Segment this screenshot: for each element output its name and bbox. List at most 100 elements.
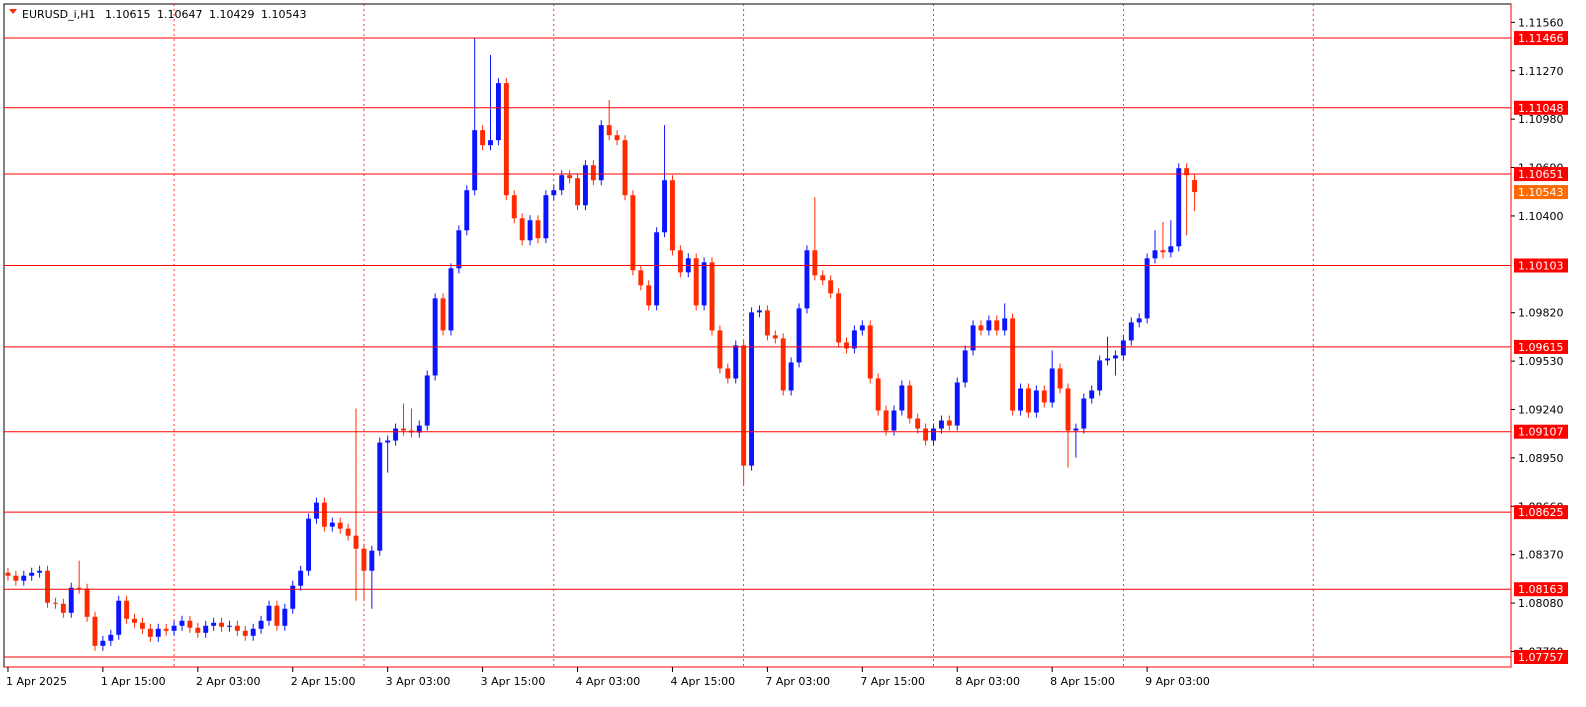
candle-body <box>828 280 834 294</box>
level-label: 1.11048 <box>1518 102 1564 115</box>
candle-body <box>480 130 486 146</box>
candle-body <box>1065 388 1071 431</box>
candle-body <box>511 195 517 219</box>
x-tick-label: 7 Apr 03:00 <box>765 675 830 688</box>
candle-body <box>84 588 90 617</box>
open: 1.10615 <box>105 8 151 21</box>
level-label-bg <box>1514 31 1568 46</box>
y-tick-label: 1.09530 <box>1518 355 1564 368</box>
candle-body <box>440 298 446 331</box>
candle-body <box>614 135 620 141</box>
candle-body <box>1113 355 1118 359</box>
candle-body <box>646 285 652 306</box>
x-tick-label: 7 Apr 15:00 <box>860 675 925 688</box>
candle-body <box>139 622 145 629</box>
candle-body <box>891 410 897 431</box>
candle-body <box>1144 258 1150 319</box>
candle-body <box>274 605 280 626</box>
candle-body <box>867 325 873 379</box>
candle-body <box>416 425 422 433</box>
candle-body <box>970 325 976 351</box>
y-tick-label: 1.09240 <box>1518 404 1564 417</box>
candle-body <box>29 572 35 576</box>
candle-body <box>994 320 1000 331</box>
candle-body <box>329 522 335 527</box>
candle-body <box>488 140 493 146</box>
level-label-bg <box>1514 258 1568 273</box>
candle-body <box>1176 168 1182 247</box>
candle-body <box>242 630 248 636</box>
candle-body <box>424 375 430 426</box>
level-label: 1.08163 <box>1518 583 1564 596</box>
candle-body <box>590 165 596 181</box>
level-label-bg <box>1514 339 1568 354</box>
candle-body <box>321 502 327 527</box>
candle-body <box>1168 246 1174 253</box>
level-label-bg <box>1514 167 1568 182</box>
candle-body <box>749 312 755 466</box>
header: EURUSD_i,H1 1.10615 1.10647 1.10429 1.10… <box>22 8 306 21</box>
candle-body <box>1041 390 1047 403</box>
candle-body <box>788 362 794 391</box>
candle-body <box>915 418 921 429</box>
level-label-bg <box>1514 649 1568 664</box>
candle-body <box>1033 390 1039 413</box>
symbol-arrow[interactable] <box>9 9 17 14</box>
candle-body <box>677 250 683 273</box>
candle-body <box>266 605 272 621</box>
candle-body <box>132 618 137 623</box>
low: 1.10429 <box>209 8 255 21</box>
level-label: 1.08625 <box>1518 506 1564 519</box>
candle-body <box>717 330 723 369</box>
candle-body <box>551 190 557 196</box>
candle-body <box>938 420 944 429</box>
y-tick-label: 1.10400 <box>1518 210 1564 223</box>
candle-body <box>907 385 913 419</box>
candle-body <box>1128 322 1134 341</box>
candle-body <box>503 83 509 196</box>
candle-body <box>582 165 588 206</box>
candle-body <box>1025 388 1031 413</box>
candle-body <box>219 622 224 627</box>
candle-body <box>543 195 549 239</box>
x-tick-label: 1 Apr 15:00 <box>101 675 166 688</box>
candle-body <box>179 620 185 626</box>
symbol: EURUSD_i,H1 <box>22 8 95 21</box>
candle-body <box>986 320 992 331</box>
y-tick-label: 1.08080 <box>1518 597 1564 610</box>
candle-body <box>147 628 153 637</box>
candle-body <box>21 575 27 581</box>
y-tick-label: 1.11560 <box>1518 16 1564 29</box>
candle-body <box>282 608 288 626</box>
candle-body <box>464 190 470 231</box>
candle-body <box>203 625 209 633</box>
candle-body <box>725 368 731 379</box>
candle-body <box>1120 340 1126 356</box>
candle-body <box>100 640 106 646</box>
candle-body <box>306 518 312 571</box>
candle-body <box>314 502 319 519</box>
candle-body <box>187 620 193 628</box>
candle-body <box>1152 250 1158 259</box>
candle-body <box>962 350 968 383</box>
candle-body <box>227 625 232 627</box>
y-tick-label: 1.08950 <box>1518 452 1564 465</box>
candle-body <box>163 628 169 631</box>
current-price-label: 1.10543 <box>1518 186 1564 199</box>
candle-body <box>527 220 533 241</box>
level-label: 1.09615 <box>1518 341 1564 354</box>
candle-body <box>875 378 881 411</box>
candle-body <box>670 180 675 251</box>
candle-body <box>741 345 747 466</box>
candle-body <box>68 587 74 613</box>
candle-body <box>1018 388 1023 411</box>
candle-body <box>638 270 644 286</box>
candle-body <box>298 570 304 586</box>
candle-body <box>401 428 406 431</box>
candle-body <box>946 420 952 426</box>
candle-body <box>448 268 454 331</box>
candle-body <box>701 262 707 306</box>
candle-body <box>45 570 50 603</box>
candle-body <box>654 232 660 306</box>
candle-body <box>931 428 936 441</box>
